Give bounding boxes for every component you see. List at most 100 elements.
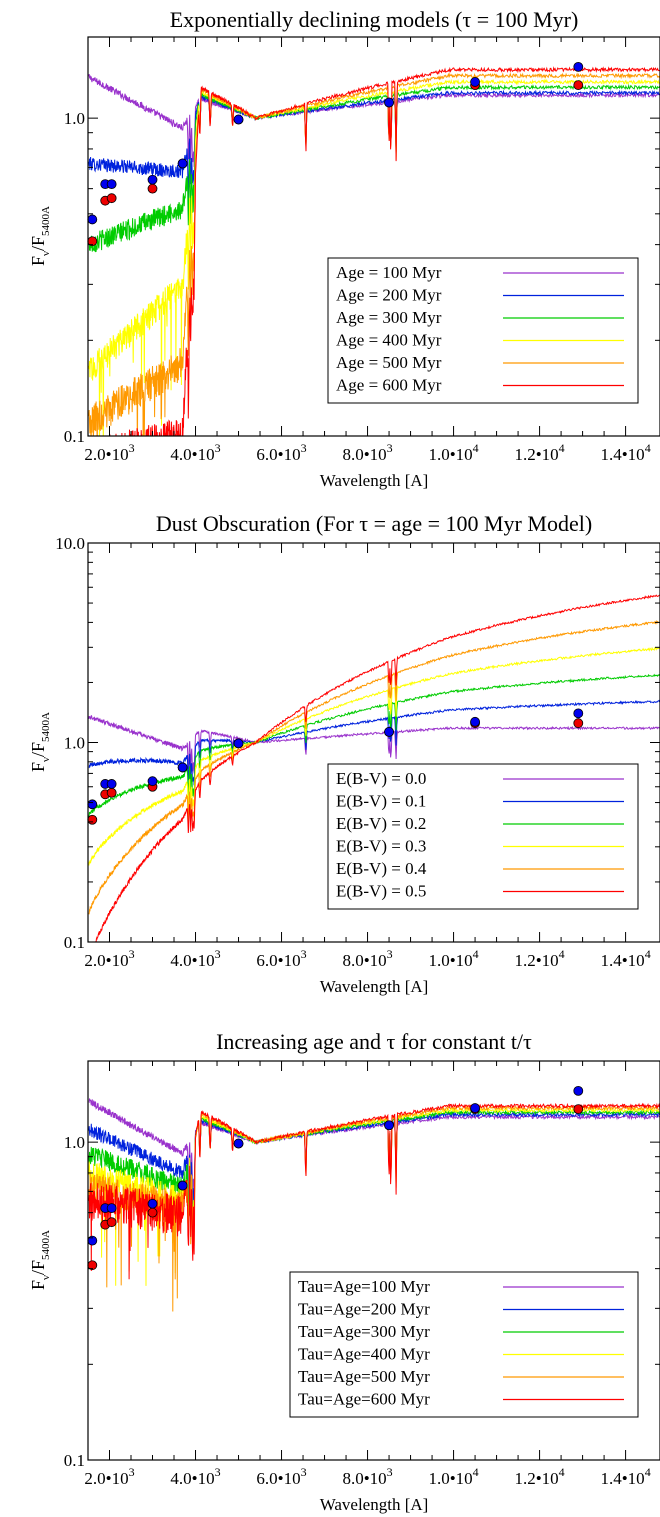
x-tick-label: 1.0•104	[428, 947, 478, 970]
legend-label-1: Tau=Age=200 Myr	[298, 1300, 430, 1319]
photometry-point-red-8	[573, 1104, 584, 1115]
spectra-group	[88, 1098, 660, 1312]
x-tick-label: 1.4•104	[600, 441, 650, 464]
photometry-point-blue-5	[233, 738, 244, 749]
legend: E(B-V) = 0.0 E(B-V) = 0.1 E(B-V) = 0.2 E(B-…	[327, 763, 639, 910]
x-tick-label: 1.4•104	[600, 1465, 650, 1488]
panel-constant-t-over-tau: Increasing age and τ for constant t/τ 0.…	[28, 1029, 660, 1514]
y-tick-label: 1.0	[64, 1133, 85, 1152]
photometry-point-red-2	[106, 1217, 117, 1228]
legend-label-2: E(B-V) = 0.2	[336, 814, 426, 833]
spectrum-line-age-1	[88, 89, 660, 201]
photometry-point-blue-4	[177, 158, 188, 169]
plot-frame	[87, 1060, 660, 1461]
panel-dust-obscuration: Dust Obscuration (For τ = age = 100 Myr …	[28, 511, 660, 996]
photometry-point-red-2	[106, 787, 117, 798]
y-axis-label: Fν/F5400A	[28, 712, 52, 772]
x-tick-label: 1.2•104	[514, 441, 564, 464]
x-tick-label: 1.0•104	[428, 1465, 478, 1488]
photometry-point-blue-0	[87, 799, 98, 810]
photometry-point-blue-8	[573, 708, 584, 719]
spectra-group	[88, 66, 660, 436]
photometry-point-red-2	[106, 193, 117, 204]
x-axis-label: Wavelength [A]	[320, 1495, 429, 1514]
photometry-point-blue-6	[384, 1120, 394, 1131]
legend-label-2: Age = 300 Myr	[336, 308, 442, 327]
legend-label-4: Tau=Age=500 Myr	[298, 1367, 430, 1386]
spectrum-line-tau-0	[88, 1098, 660, 1193]
spectrum-line-dust-5	[95, 594, 660, 942]
legend-label-0: Age = 100 Myr	[336, 263, 442, 282]
photometry-point-blue-7	[470, 1103, 480, 1113]
legend: Tau=Age=100 Myr Tau=Age=200 Myr Tau=Age=30…	[289, 1271, 639, 1418]
plot-frame	[87, 36, 660, 437]
y-axis-label: Fν/F5400A	[28, 1230, 52, 1290]
photometry-point-blue-4	[177, 762, 188, 773]
x-tick-label: 4.0•103	[170, 947, 220, 970]
x-tick-label: 1.4•104	[600, 947, 650, 970]
x-tick-label: 6.0•103	[256, 947, 306, 970]
photometry-point-blue-8	[573, 61, 584, 72]
x-tick-label: 1.2•104	[514, 1465, 564, 1488]
legend-label-5: E(B-V) = 0.5	[336, 882, 426, 901]
photometry-point-blue-3	[147, 1198, 158, 1209]
legend-label-5: Age = 600 Myr	[336, 376, 442, 395]
x-tick-label: 2.0•103	[84, 441, 134, 464]
photometry-point-blue-2	[106, 179, 117, 190]
x-tick-label: 1.2•104	[514, 947, 564, 970]
legend-label-1: E(B-V) = 0.1	[336, 792, 426, 811]
photometry-point-blue-3	[147, 174, 158, 185]
photometry-point-blue-0	[87, 214, 98, 225]
legend-box	[289, 1271, 639, 1418]
x-tick-label: 4.0•103	[170, 441, 220, 464]
x-tick-label: 6.0•103	[256, 441, 306, 464]
photometry-point-blue-7	[470, 716, 480, 727]
spectrum-line-dust-4	[88, 619, 660, 915]
panel-title: Exponentially declining models (τ = 100 …	[170, 7, 579, 32]
legend-label-2: Tau=Age=300 Myr	[298, 1322, 430, 1341]
spectrum-line-age-3	[88, 78, 660, 436]
spectrum-line-age-2	[88, 83, 660, 253]
photometry-point-blue-2	[106, 779, 117, 789]
photometry-point-blue-5	[233, 114, 244, 125]
spectrum-line-tau-3	[88, 1106, 660, 1286]
legend-label-0: Tau=Age=100 Myr	[298, 1277, 430, 1296]
legend-label-3: Tau=Age=400 Myr	[298, 1345, 430, 1364]
legend-label-3: Age = 400 Myr	[336, 331, 442, 350]
legend-label-5: Tau=Age=600 Myr	[298, 1390, 430, 1409]
x-tick-label: 8.0•103	[342, 1465, 392, 1488]
x-tick-label: 1.0•104	[428, 441, 478, 464]
legend-box	[327, 257, 639, 404]
panel-title: Dust Obscuration (For τ = age = 100 Myr …	[156, 511, 592, 536]
photometry-point-blue-4	[177, 1180, 188, 1191]
legend: Age = 100 Myr Age = 200 Myr Age = 300 Myr A…	[327, 257, 639, 404]
y-tick-label: 1.0	[64, 734, 85, 753]
photometry-point-blue-5	[233, 1138, 244, 1149]
photometry-point-red-0	[87, 814, 98, 825]
y-axis-label: Fν/F5400A	[28, 206, 52, 266]
spectrum-line-age-0	[88, 74, 660, 167]
legend-label-4: E(B-V) = 0.4	[336, 859, 427, 878]
photometry-point-blue-2	[106, 1203, 117, 1214]
legend-label-4: Age = 500 Myr	[336, 353, 442, 372]
spectra-group	[88, 594, 660, 942]
photometry-point-blue-6	[384, 97, 394, 108]
photometry-point-blue-3	[147, 776, 158, 787]
panel-title: Increasing age and τ for constant t/τ	[216, 1029, 532, 1054]
photometry-point-blue-6	[384, 727, 394, 737]
photometry-point-red-3	[147, 1207, 158, 1218]
spectrum-line-dust-3	[88, 646, 660, 866]
y-tick-label: 0.1	[64, 933, 85, 952]
photometry-point-red-8	[573, 718, 584, 729]
spectrum-line-age-5	[109, 66, 660, 436]
x-tick-label: 8.0•103	[342, 441, 392, 464]
x-tick-label: 4.0•103	[170, 1465, 220, 1488]
panel-age-models: Exponentially declining models (τ = 100 …	[28, 7, 660, 490]
spectrum-line-dust-0	[88, 714, 660, 774]
x-axis-label: Wavelength [A]	[320, 977, 429, 996]
y-tick-label: 0.1	[64, 1451, 85, 1470]
legend-box	[327, 763, 639, 910]
photometry-point-red-8	[573, 80, 584, 91]
x-tick-label: 2.0•103	[84, 947, 134, 970]
